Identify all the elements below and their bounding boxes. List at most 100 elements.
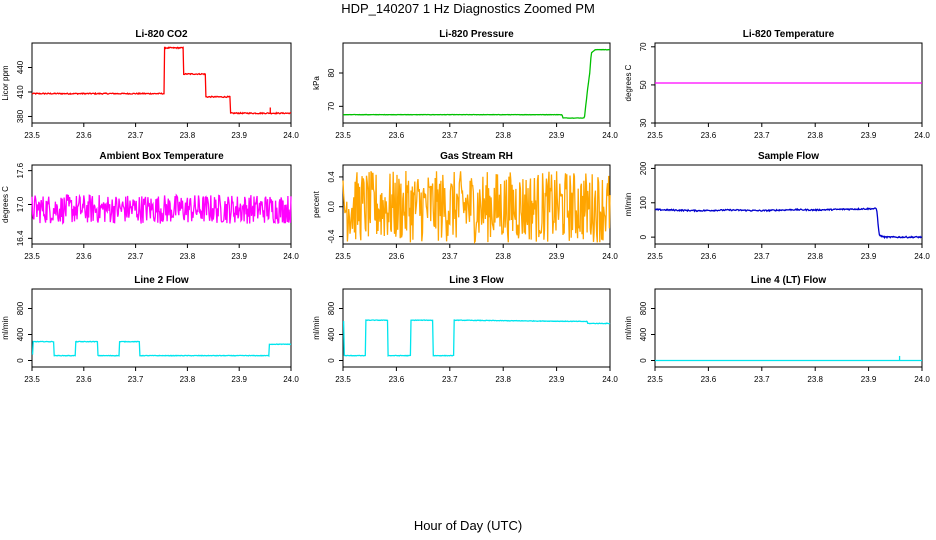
panel-2-series-pressure [342,48,611,119]
panel-7-xtick-label: 23.9 [231,375,247,384]
panel-4-xtick-label: 24.0 [283,252,299,261]
panel-8-xtick-label: 23.8 [495,375,511,384]
panel-2-xtick-label: 24.0 [602,131,618,140]
panel-2-xtick-label: 23.5 [335,131,351,140]
panel-5-xtick-label: 23.9 [549,252,565,261]
panel-6: Sample Flow ml/min 23.5 23.6 23.7 23.8 23.9 24.… [624,151,930,261]
panel-1-xtick-label: 23.7 [128,131,144,140]
panel-1-xtick-label: 23.6 [76,131,92,140]
panel-6-xtick-label: 23.7 [754,252,770,261]
panel-7-ytick-label: 0 [16,358,25,363]
panel-5: Gas Stream RH percent 23.5 23.6 23.7 23.8 23.9… [312,151,618,261]
panel-3: Li-820 Temperature degrees C 23.5 23.6 23.7 2… [624,29,930,140]
panel-2-xtick-label: 23.9 [549,131,565,140]
panel-9: Line 4 (LT) Flow ml/min 23.5 23.6 23.7 23.8 23… [624,275,930,384]
panel-6-ytick-label: 200 [639,161,648,175]
panel-7-ytick-label: 400 [16,327,25,341]
panel-1-xtick-label: 23.5 [24,131,40,140]
panel-1-title: Li-820 CO2 [135,29,188,40]
panel-6-xtick-label: 23.6 [701,252,717,261]
panel-9-frame [654,288,923,368]
panel-8-ytick-label: 800 [327,301,336,315]
panel-5-series-rh [342,170,611,245]
panel-2-xtick-label: 23.7 [442,131,458,140]
panel-1-ytick-label: 410 [16,85,25,99]
panel-5-title: Gas Stream RH [440,151,513,162]
figure-title: HDP_140207 1 Hz Diagnostics Zoomed PM [341,1,595,16]
panel-8-xtick-label: 23.7 [442,375,458,384]
panel-7: Line 2 Flow ml/min 23.5 23.6 23.7 23.8 23.9 24.… [1,275,299,384]
panel-1-ytick-label: 380 [16,109,25,123]
panel-8-xtick-label: 23.6 [389,375,405,384]
panel-1-xtick-label: 24.0 [283,131,299,140]
panel-3-ytick-label: 30 [639,118,648,127]
panel-2-xtick-label: 23.6 [389,131,405,140]
panel-2-frame [342,42,611,124]
panel-4-ytick-label: 16.4 [16,230,25,246]
panel-2-title: Li-820 Pressure [439,29,514,40]
panel-6-xtick-label: 23.9 [861,252,877,261]
panel-5-xtick-label: 23.8 [495,252,511,261]
panel-4-xtick-label: 23.6 [76,252,92,261]
panel-8: Line 3 Flow ml/min 23.5 23.6 23.7 23.8 23.9 24.… [312,275,618,384]
panel-6-xtick-label: 24.0 [914,252,930,261]
panel-5-ytick-label: 0.0 [327,201,336,213]
panel-4-ylabel: degrees C [1,186,10,223]
panel-5-ylabel: percent [312,190,321,217]
panel-2-ytick-label: 80 [327,68,336,77]
panel-8-frame [342,288,611,368]
panel-8-ylabel: ml/min [312,316,321,340]
panel-3-xtick-label: 23.9 [861,131,877,140]
panel-6-ytick-label: 100 [639,196,648,210]
panel-2-ylabel: kPa [312,76,321,90]
panel-3-xtick-label: 24.0 [914,131,930,140]
panel-7-title: Line 2 Flow [134,275,189,286]
panel-8-xtick-label: 23.5 [335,375,351,384]
panel-9-ytick-label: 800 [639,301,648,315]
panel-9-xtick-label: 23.8 [807,375,823,384]
panel-4-ytick-label: 17.0 [16,196,25,212]
panel-7-xtick-label: 23.7 [128,375,144,384]
panel-7-xtick-label: 23.6 [76,375,92,384]
panel-3-ytick-label: 50 [639,80,648,89]
panel-7-series-line2 [31,340,291,358]
panel-4-xtick-label: 23.9 [231,252,247,261]
panel-3-xtick-label: 23.7 [754,131,770,140]
panel-5-ytick-label: -0.4 [327,229,336,243]
panel-8-title: Line 3 Flow [449,275,504,286]
panel-6-ytick-label: 0 [639,234,648,239]
panel-3-ytick-label: 70 [639,42,648,51]
panel-4-title: Ambient Box Temperature [99,151,224,162]
panel-5-xtick-label: 23.5 [335,252,351,261]
panel-7-xtick-label: 23.5 [24,375,40,384]
panel-7-frame [31,288,292,368]
panel-9-xtick-label: 23.6 [701,375,717,384]
panel-9-xtick-label: 23.5 [647,375,663,384]
panel-8-ytick-label: 0 [327,358,336,363]
panel-4-series-ambient [31,193,292,225]
panel-6-frame [654,164,923,245]
panel-5-xtick-label: 24.0 [602,252,618,261]
panel-1-xtick-label: 23.8 [180,131,196,140]
panel-3-ylabel: degrees C [624,64,633,101]
panel-5-ytick-label: 0.4 [327,171,336,183]
panel-8-ytick-label: 400 [327,327,336,341]
panel-8-series-line3 [342,319,611,357]
panel-8-xtick-label: 24.0 [602,375,618,384]
panel-9-title: Line 4 (LT) Flow [751,275,827,286]
panel-4-xtick-label: 23.8 [180,252,196,261]
panel-9-xtick-label: 23.9 [861,375,877,384]
panel-7-ytick-label: 800 [16,301,25,315]
panel-9-ylabel: ml/min [624,316,633,340]
panel-9-ytick-label: 400 [639,327,648,341]
panel-4-frame [31,164,292,245]
panel-8-xtick-label: 23.9 [549,375,565,384]
panel-3-title: Li-820 Temperature [743,29,835,40]
panel-5-xtick-label: 23.7 [442,252,458,261]
panel-4-xtick-label: 23.5 [24,252,40,261]
panel-9-xtick-label: 23.7 [754,375,770,384]
panel-6-xtick-label: 23.5 [647,252,663,261]
panel-2: Li-820 Pressure kPa 23.5 23.6 23.7 23.8 23.9 24… [312,29,618,140]
panel-1-ylabel: Licor ppm [1,65,10,100]
